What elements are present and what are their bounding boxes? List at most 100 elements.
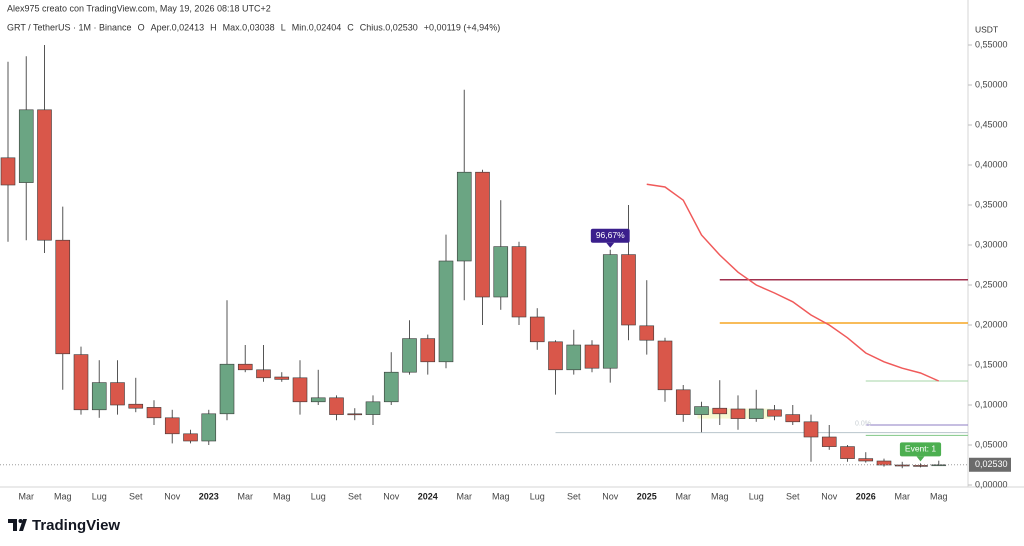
candle-body — [347, 413, 363, 416]
y-tick-label: 0,40000 — [975, 159, 1008, 169]
x-tick-label: 2026 — [856, 491, 876, 501]
x-tick-label: 2024 — [418, 491, 438, 501]
x-tick-label: Set — [567, 491, 581, 501]
y-tick-label: 0,50000 — [975, 79, 1008, 89]
candle-body — [73, 354, 89, 411]
candle-body — [529, 316, 545, 343]
x-tick-label: Mag — [492, 491, 510, 501]
logo — [8, 519, 27, 531]
candle-body — [767, 409, 782, 417]
candle-body — [584, 344, 600, 369]
x-tick-label: 2023 — [199, 491, 219, 501]
candle-body — [274, 376, 290, 380]
candle-body — [694, 406, 709, 415]
candle-body — [183, 433, 198, 442]
candle-body — [201, 413, 217, 442]
candle-body — [657, 340, 673, 391]
y-tick-label: 0,20000 — [975, 319, 1008, 329]
annotation-text: 96,67% — [596, 230, 625, 240]
candle-body — [639, 325, 655, 341]
candle-body — [310, 397, 326, 403]
legend-text: O — [138, 22, 145, 32]
y-tick-label: 0,55000 — [975, 39, 1008, 49]
candle-body — [365, 401, 381, 415]
x-tick-label: Lug — [530, 491, 545, 501]
candle-body — [511, 246, 527, 318]
legend-text: Min.0,02404 — [292, 22, 342, 32]
candle-body — [128, 403, 144, 409]
credit: Alex975 creato con TradingView.com, May … — [7, 3, 271, 13]
candle-body — [840, 446, 855, 459]
x-tick-label: Nov — [602, 491, 619, 501]
candle-body — [803, 421, 819, 438]
x-tick-label: Lug — [749, 491, 764, 501]
x-tick-label: Mar — [895, 491, 911, 501]
candle-body — [420, 338, 436, 363]
x-tick-label: Set — [786, 491, 800, 501]
y-tick-label: 0,25000 — [975, 279, 1008, 289]
candle-body — [548, 341, 563, 371]
price-box — [969, 457, 1011, 472]
candle-body — [876, 460, 892, 466]
legend-text: H — [210, 22, 217, 32]
annotation-pointer — [916, 456, 925, 462]
candle-body — [146, 407, 162, 419]
legend-text: GRT / TetherUS · 1M · Binance — [7, 22, 132, 32]
candle-body — [621, 254, 636, 326]
annotation — [899, 442, 942, 462]
brand: TradingView — [32, 517, 120, 534]
candle-body — [110, 382, 125, 406]
annotation-box — [899, 442, 942, 457]
candle-body — [219, 363, 235, 415]
y-tick-label: 0,00000 — [975, 479, 1008, 489]
candle-body — [894, 464, 910, 467]
moving-average — [646, 183, 940, 382]
candle-body — [0, 157, 16, 186]
x-tick-label: Set — [348, 491, 362, 501]
x-tick-label: Set — [129, 491, 143, 501]
candle-body — [18, 109, 34, 183]
candle-body — [858, 458, 874, 462]
candle-body — [493, 246, 509, 298]
legend-text: L — [281, 22, 286, 32]
annotation-pointer — [606, 242, 615, 248]
x-tick-label: Mar — [676, 491, 692, 501]
candle-body — [475, 171, 490, 298]
x-tick-label: Lug — [311, 491, 326, 501]
legend-text: Aper.0,02413 — [151, 22, 205, 32]
x-tick-label: Mag — [711, 491, 729, 501]
candle-body — [456, 171, 472, 262]
candle-body — [821, 436, 837, 447]
x-tick-label: Nov — [821, 491, 838, 501]
candle-body — [256, 369, 271, 379]
y-tick-label: 0,10000 — [975, 399, 1008, 409]
candle-body — [913, 465, 928, 467]
x-tick-label: Nov — [164, 491, 181, 501]
legend-text: C — [347, 22, 354, 32]
axis-title: USDT — [975, 24, 998, 34]
x-tick-label: Nov — [383, 491, 400, 501]
x-tick-label: Lug — [92, 491, 107, 501]
candle-body — [329, 397, 344, 415]
candle-body — [785, 414, 801, 423]
x-tick-label: Mag — [273, 491, 291, 501]
candle-body — [292, 377, 308, 403]
candle-body — [55, 239, 71, 355]
level-label: 0.0% — [855, 420, 871, 427]
y-tick-label: 0,05000 — [975, 439, 1008, 449]
annotation — [590, 228, 630, 248]
y-tick-label: 0,30000 — [975, 239, 1008, 249]
x-tick-label: Mar — [457, 491, 473, 501]
annotation-text: Event: 1 — [905, 444, 936, 454]
x-tick-label: 2025 — [637, 491, 657, 501]
y-tick-label: 0,45000 — [975, 119, 1008, 129]
candle-body — [730, 408, 746, 419]
legend-text: Max.0,03038 — [223, 22, 275, 32]
x-tick-label: Mag — [930, 491, 948, 501]
candle-body — [438, 260, 454, 363]
x-tick-label: Mar — [19, 491, 35, 501]
candle-body — [748, 408, 764, 419]
candle-body — [566, 344, 582, 371]
x-tick-label: Mar — [238, 491, 254, 501]
candle-body — [164, 417, 180, 435]
